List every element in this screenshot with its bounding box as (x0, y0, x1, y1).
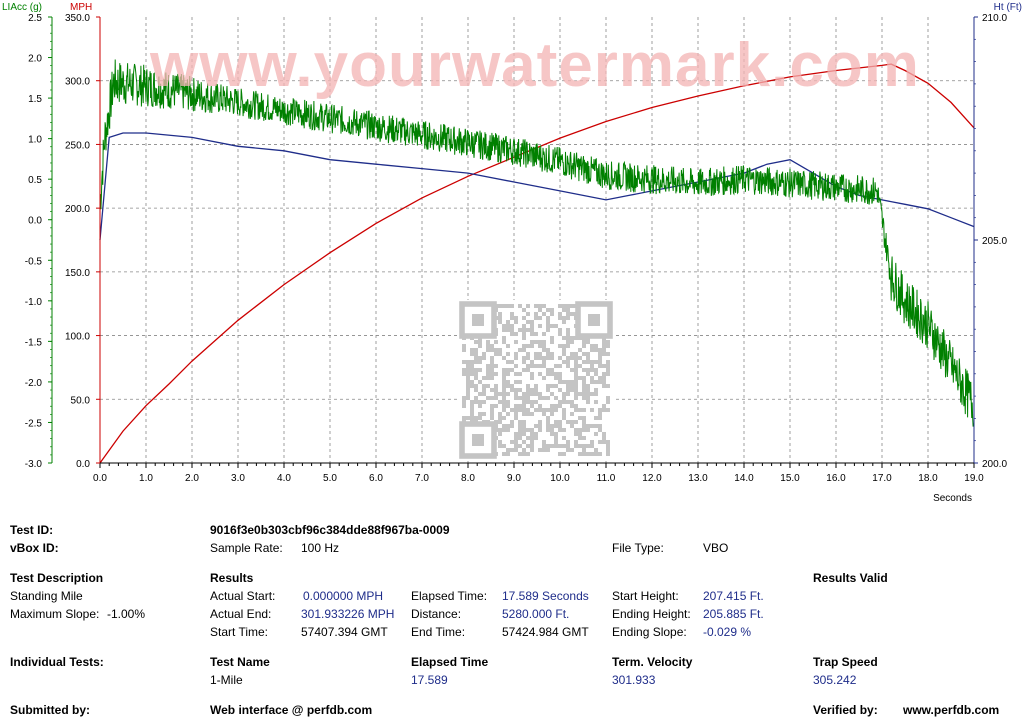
mph-tick-label: 100.0 (65, 332, 90, 343)
actual-end-value: 301.933226 MPH (301, 607, 395, 621)
ht-tick-label: 205.0 (982, 236, 1007, 247)
acc-tick-label: -2.0 (25, 378, 43, 389)
x-tick-label: 16.0 (826, 473, 846, 484)
acc-tick-label: 0.5 (28, 175, 42, 186)
x-tick-label: 3.0 (231, 473, 245, 484)
verified-by-label: Verified by: (813, 703, 878, 717)
x-tick-label: 9.0 (507, 473, 521, 484)
acc-tick-label: -0.5 (25, 256, 43, 267)
web-interface-link[interactable]: Web interface @ perfdb.com (210, 703, 373, 717)
x-tick-label: 10.0 (550, 473, 570, 484)
x-tick-label: 0.0 (93, 473, 107, 484)
elapsed-time-label: Elapsed Time: (411, 589, 488, 603)
x-tick-label: 6.0 (369, 473, 383, 484)
mph-tick-label: 350.0 (65, 13, 90, 24)
acc-tick-label: 1.0 (28, 135, 42, 146)
sample-rate-value: 100 Hz (301, 541, 340, 555)
actual-start-label: Actual Start: (210, 589, 276, 603)
ending-height-value: 205.885 Ft. (703, 607, 764, 621)
file-type-label: File Type: (612, 541, 664, 555)
test-id-value: 9016f3e0b303cbf96c384dde88f967ba-0009 (210, 523, 450, 537)
end-time-value: 57424.984 GMT (502, 625, 589, 639)
ending-height-label: Ending Height: (612, 607, 691, 621)
acc-tick-label: 2.5 (28, 13, 42, 24)
start-time-value: 57407.394 GMT (301, 625, 388, 639)
file-type-value: VBO (703, 541, 729, 555)
mph-tick-label: 150.0 (65, 268, 90, 279)
results-valid-label: Results Valid (813, 571, 888, 585)
mph-tick-label: 200.0 (65, 204, 90, 215)
test-description-value: Standing Mile (10, 589, 83, 603)
mph-axis-label: MPH (70, 2, 92, 13)
chart-axes: 0.0 1.0 2.0 3.0 4.0 5.0 6.0 7.0 8.0 9.0 10.0 11.0 12… (2, 2, 1022, 504)
acc-tick-label: 2.0 (28, 54, 42, 65)
test-name-value: 1-Mile (210, 673, 243, 687)
start-height-value: 207.415 Ft. (703, 589, 764, 603)
verified-by-value[interactable]: www.perfdb.com (903, 703, 1000, 717)
acc-tick-label: -1.5 (25, 337, 43, 348)
actual-end-label: Actual End: (210, 607, 272, 621)
qr-code-icon (458, 300, 614, 460)
x-axis-label: Seconds (933, 493, 972, 504)
x-tick-label: 17.0 (872, 473, 892, 484)
term-velocity-value: 301.933 (612, 673, 656, 687)
x-tick-label: 12.0 (642, 473, 662, 484)
start-time-label: Start Time: (210, 625, 269, 639)
test-id-label: Test ID: (10, 523, 54, 537)
x-tick-label: 5.0 (323, 473, 337, 484)
ending-slope-label: Ending Slope: (612, 625, 687, 639)
start-height-label: Start Height: (612, 589, 679, 603)
ht-tick-label: 200.0 (982, 459, 1007, 470)
acc-tick-label: -1.0 (25, 297, 43, 308)
acc-tick-label: 1.5 (28, 94, 42, 105)
actual-start-value: 0.000000 MPH (303, 589, 384, 603)
acc-tick-label: -3.0 (25, 459, 43, 470)
acc-tick-label: -2.5 (25, 418, 43, 429)
acc-tick-label: 0.0 (28, 216, 42, 227)
x-tick-label: 19.0 (964, 473, 984, 484)
ht-tick-label: 210.0 (982, 13, 1007, 24)
elapsed-time-value: 17.589 Seconds (502, 589, 589, 603)
watermark: www.yourwatermark.com (150, 31, 920, 100)
mph-tick-label: 50.0 (71, 395, 91, 406)
ending-slope-value: -0.029 % (703, 625, 752, 639)
sample-rate-label: Sample Rate: (210, 541, 283, 555)
ht-axis-label: Ht (Ft) (994, 2, 1022, 13)
elapsed-time-header: Elapsed Time (411, 655, 489, 669)
chart-grid (100, 17, 974, 463)
x-tick-label: 18.0 (918, 473, 938, 484)
x-tick-label: 2.0 (185, 473, 199, 484)
x-tick-label: 1.0 (139, 473, 153, 484)
mph-tick-label: 0.0 (76, 459, 90, 470)
x-tick-label: 13.0 (688, 473, 708, 484)
acc-axis-label: LIAcc (g) (2, 2, 42, 13)
individual-tests-label: Individual Tests: (10, 655, 104, 669)
distance-value: 5280.000 Ft. (502, 607, 570, 621)
term-velocity-header: Term. Velocity (612, 655, 693, 669)
max-slope-value: -1.00% (107, 607, 146, 621)
x-tick-label: 11.0 (597, 473, 616, 484)
x-tick-label: 7.0 (415, 473, 429, 484)
max-slope-label: Maximum Slope: (10, 607, 100, 621)
results-label: Results (210, 571, 254, 585)
test-description-label: Test Description (10, 571, 104, 585)
run-chart: 0.0 1.0 2.0 3.0 4.0 5.0 6.0 7.0 8.0 9.0 10.0 11.0 12… (2, 2, 1022, 504)
series-line-left_inner (99, 63, 975, 464)
mph-tick-label: 250.0 (65, 140, 90, 151)
trap-speed-header: Trap Speed (813, 655, 878, 669)
vbox-id-label: vBox ID: (10, 541, 59, 555)
submitted-by-label: Submitted by: (10, 703, 90, 717)
test-name-header: Test Name (210, 655, 270, 669)
elapsed-time-short: 17.589 (411, 673, 448, 687)
chart-series (99, 59, 975, 464)
distance-label: Distance: (411, 607, 462, 621)
trap-speed-value: 305.242 (813, 673, 857, 687)
x-tick-label: 15.0 (780, 473, 800, 484)
x-tick-label: 4.0 (277, 473, 291, 484)
end-time-label: End Time: (411, 625, 466, 639)
x-tick-label: 8.0 (461, 473, 475, 484)
series-line-left_outer (99, 59, 974, 427)
mph-tick-label: 300.0 (65, 77, 90, 88)
x-tick-label: 14.0 (734, 473, 754, 484)
